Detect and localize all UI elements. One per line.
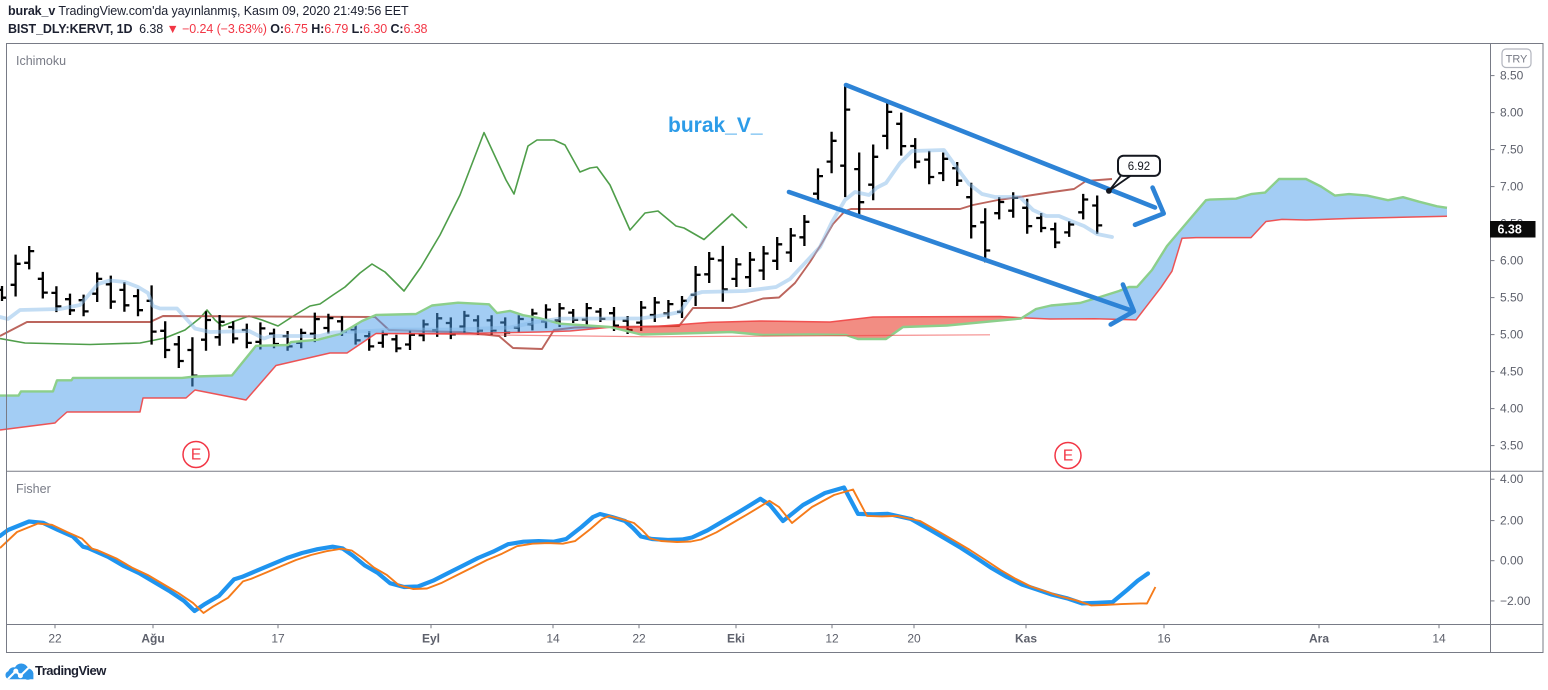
svg-text:0.00: 0.00: [1500, 554, 1524, 568]
svg-text:8.50: 8.50: [1500, 69, 1524, 83]
svg-text:Eyl: Eyl: [422, 632, 440, 646]
svg-text:Fisher: Fisher: [16, 482, 51, 496]
svg-text:22: 22: [48, 632, 62, 646]
svg-text:6.00: 6.00: [1500, 254, 1524, 268]
svg-text:14: 14: [1432, 632, 1446, 646]
svg-text:Ağu: Ağu: [141, 632, 164, 646]
svg-text:20: 20: [907, 632, 921, 646]
svg-text:8.00: 8.00: [1500, 106, 1524, 120]
svg-text:5.50: 5.50: [1500, 291, 1524, 305]
svg-text:7.00: 7.00: [1500, 180, 1524, 194]
svg-text:6.92: 6.92: [1128, 161, 1150, 173]
svg-text:7.50: 7.50: [1500, 143, 1524, 157]
svg-text:17: 17: [271, 632, 285, 646]
svg-text:TradingView: TradingView: [35, 663, 107, 678]
svg-text:2.00: 2.00: [1500, 514, 1524, 528]
svg-text:16: 16: [1157, 632, 1171, 646]
svg-text:4.00: 4.00: [1500, 472, 1524, 486]
svg-text:Kas: Kas: [1015, 632, 1037, 646]
svg-text:TRY: TRY: [1506, 54, 1528, 66]
svg-text:Ara: Ara: [1309, 632, 1329, 646]
svg-text:3.50: 3.50: [1500, 439, 1524, 453]
svg-text:6.38: 6.38: [1498, 223, 1522, 237]
svg-text:12: 12: [825, 632, 839, 646]
svg-text:22: 22: [632, 632, 646, 646]
svg-text:−2.00: −2.00: [1500, 594, 1531, 608]
svg-text:Eki: Eki: [727, 632, 745, 646]
svg-text:5.00: 5.00: [1500, 328, 1524, 342]
svg-text:E: E: [1063, 448, 1073, 465]
svg-text:14: 14: [546, 632, 560, 646]
svg-text:Ichimoku: Ichimoku: [16, 54, 66, 68]
svg-text:4.00: 4.00: [1500, 402, 1524, 416]
svg-text:burak_V_: burak_V_: [668, 114, 763, 137]
svg-text:4.50: 4.50: [1500, 365, 1524, 379]
svg-text:E: E: [191, 447, 201, 464]
